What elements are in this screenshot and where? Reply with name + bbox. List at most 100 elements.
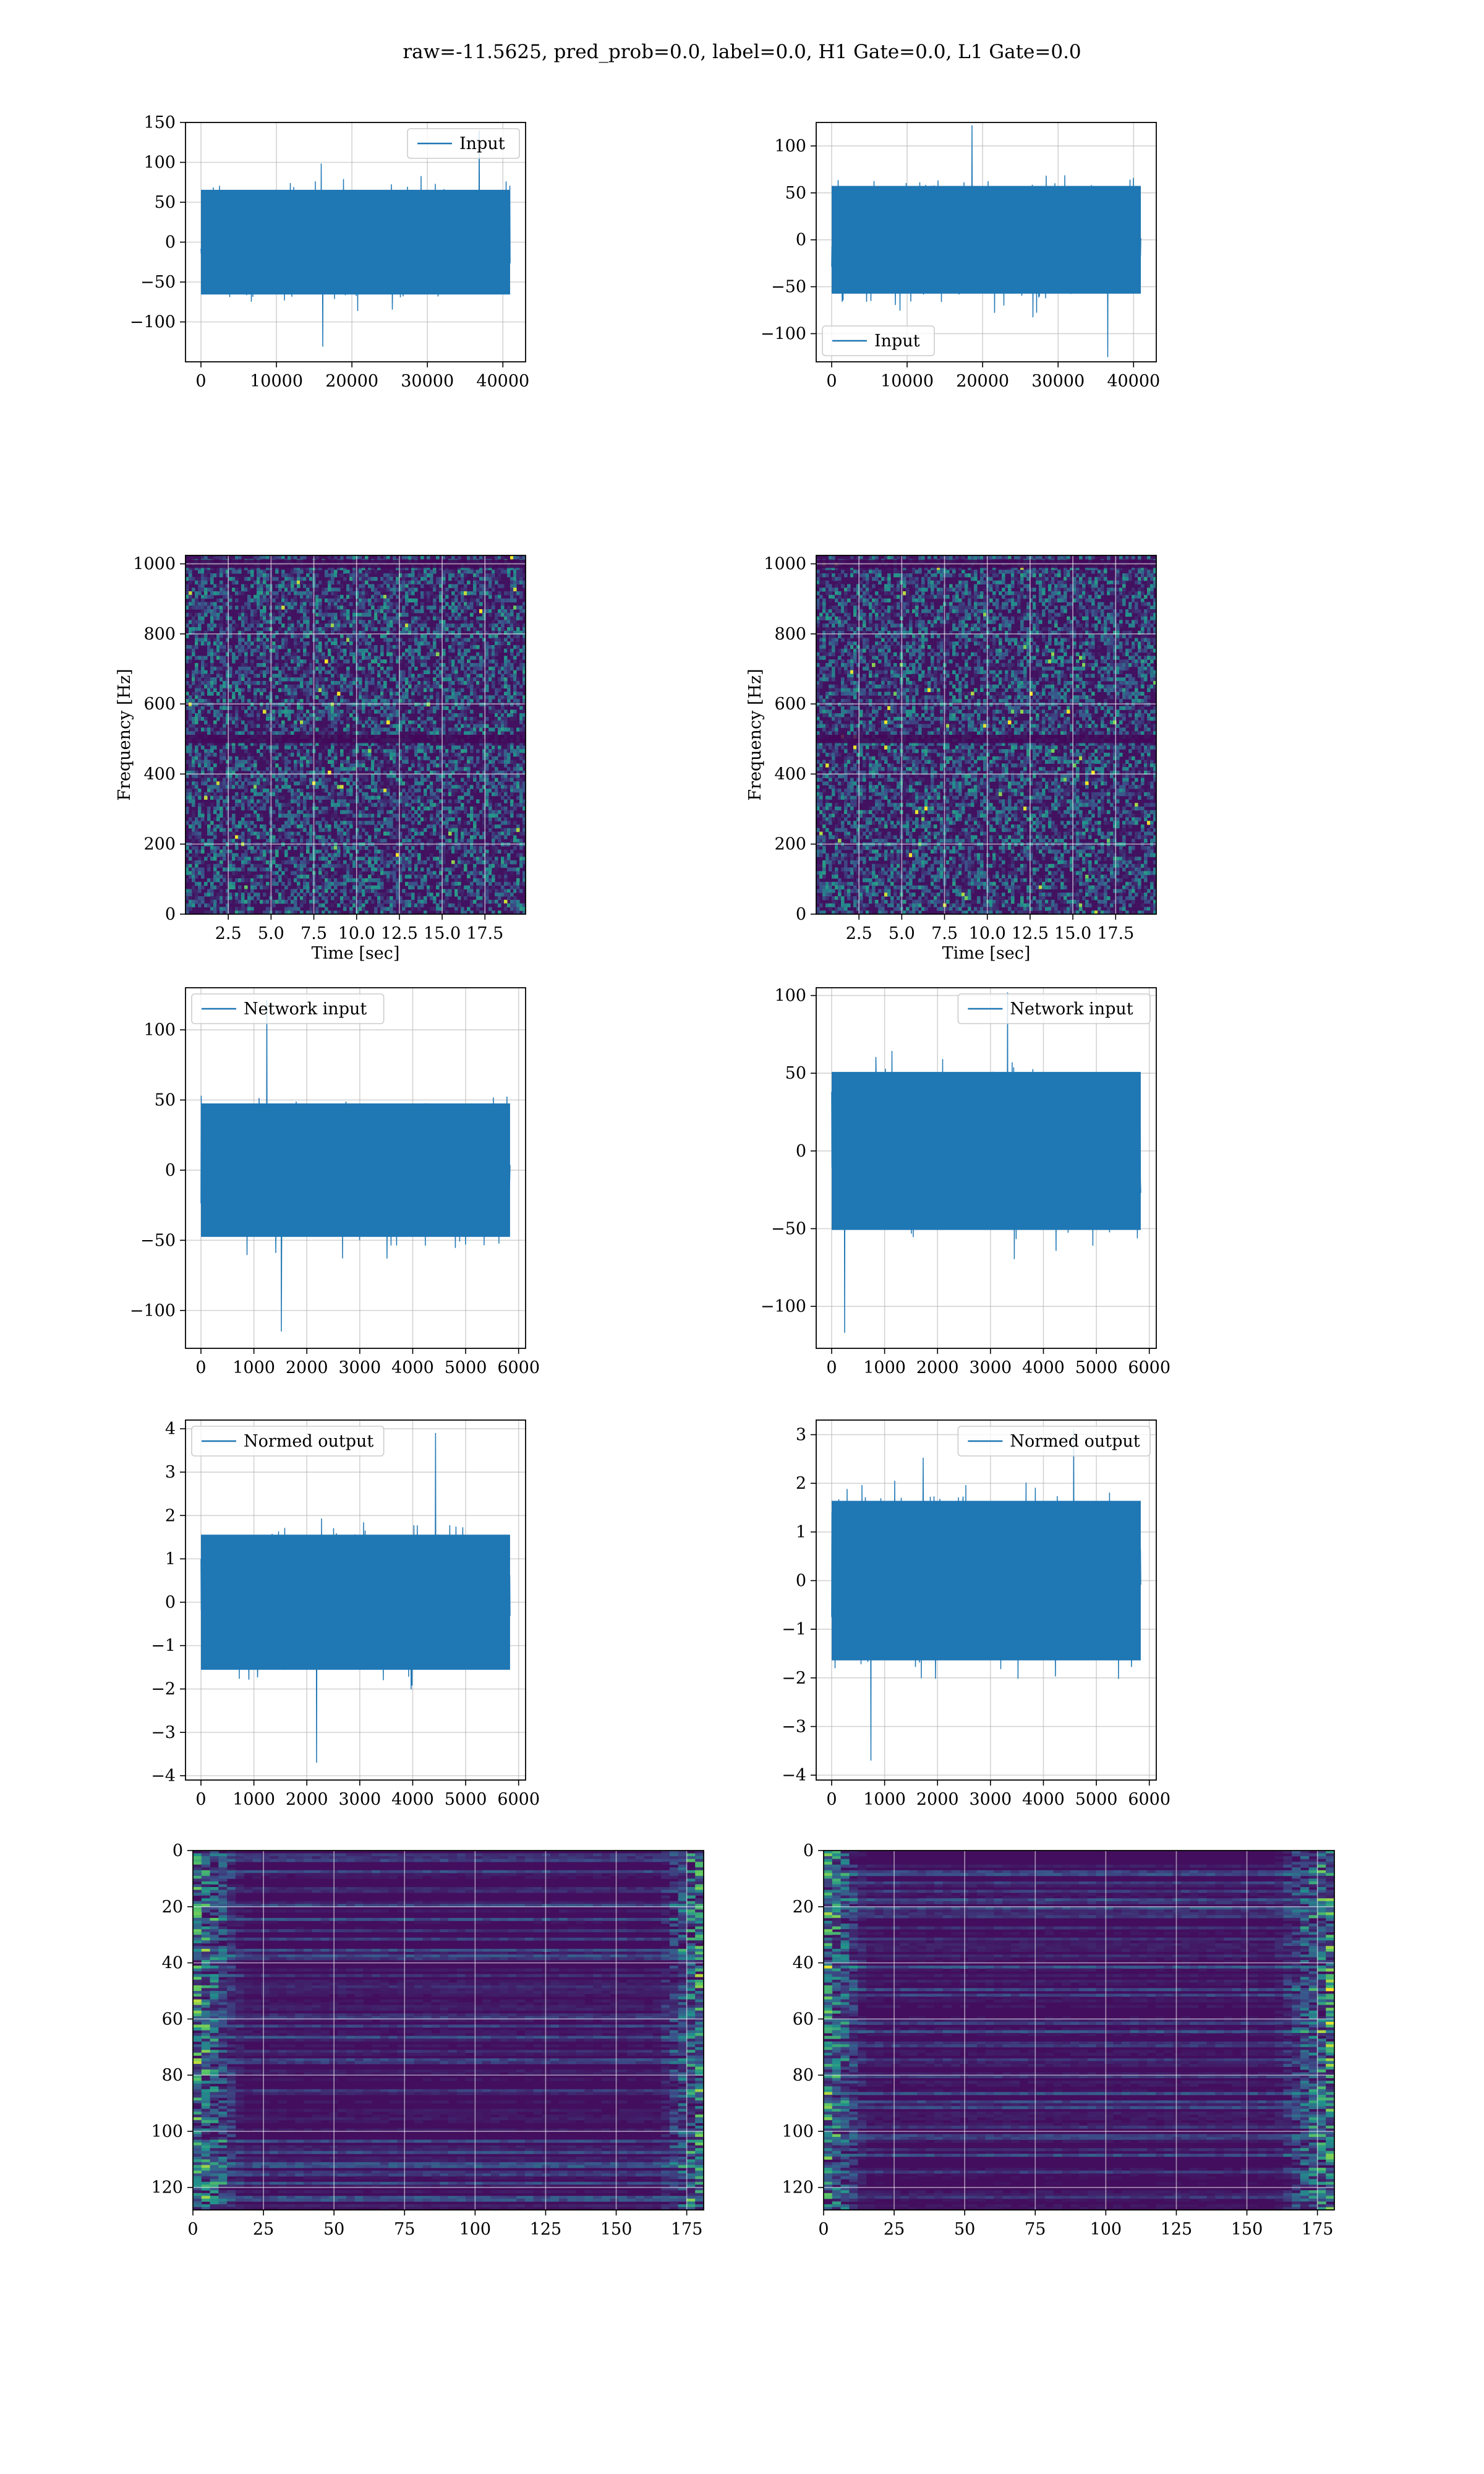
heatmap-cell (297, 882, 301, 886)
heatmap-cell (362, 613, 365, 617)
heatmap-cell (306, 653, 310, 656)
heatmap-cell (411, 699, 415, 703)
heatmap-cell (297, 799, 301, 803)
heatmap-cell (235, 796, 239, 800)
heatmap-cell (349, 753, 353, 756)
heatmap-cell (349, 681, 353, 685)
heatmap-cell (309, 709, 313, 713)
heatmap-cell (306, 868, 310, 871)
heatmap-cell (309, 896, 313, 900)
heatmap-cell (244, 886, 248, 889)
heatmap-cell (229, 774, 232, 778)
heatmap-cell (272, 824, 276, 828)
heatmap-cell (396, 706, 399, 710)
x-tick-label: 20000 (956, 372, 1009, 391)
heatmap-cell (386, 774, 390, 778)
heatmap-cell (250, 709, 254, 713)
heatmap-cell (346, 760, 350, 764)
heatmap-cell (300, 617, 304, 620)
heatmap-cell (223, 656, 226, 659)
heatmap-cell (424, 721, 427, 724)
heatmap-cell (402, 613, 406, 617)
heatmap-cell (232, 796, 236, 800)
heatmap-cell (417, 627, 421, 631)
heatmap-cell (334, 824, 338, 828)
heatmap-cell (318, 821, 322, 824)
heatmap-cell (238, 896, 242, 900)
heatmap-cell (192, 796, 195, 800)
heatmap-cell (300, 727, 304, 731)
heatmap-cell (374, 685, 378, 688)
heatmap-cell (192, 602, 195, 606)
heatmap-cell (430, 875, 433, 878)
heatmap-cell (220, 659, 223, 663)
heatmap-cell (393, 709, 396, 713)
heatmap-cell (257, 756, 260, 760)
heatmap-cell (223, 828, 226, 832)
heatmap-cell (396, 799, 399, 803)
heatmap-cell (349, 555, 353, 559)
heatmap-cell (210, 653, 214, 656)
heatmap-cell (288, 832, 291, 836)
heatmap-cell (334, 882, 338, 886)
heatmap-cell (420, 609, 424, 613)
heatmap-cell (420, 663, 424, 667)
heatmap-cell (322, 857, 325, 860)
heatmap-cell (362, 709, 365, 713)
heatmap-cell (417, 749, 421, 753)
heatmap-cell (238, 731, 242, 735)
heatmap-cell (356, 663, 359, 667)
heatmap-cell (408, 659, 412, 663)
heatmap-cell (365, 627, 369, 631)
heatmap-cell (300, 810, 304, 814)
heatmap-cell (275, 721, 279, 724)
heatmap-cell (213, 602, 217, 606)
heatmap-cell (328, 606, 331, 609)
heatmap-cell (241, 591, 245, 595)
heatmap-cell (213, 667, 217, 670)
heatmap-cell (417, 796, 421, 800)
heatmap-cell (365, 860, 369, 864)
heatmap-cell (241, 792, 245, 796)
heatmap-cell (411, 789, 415, 792)
heatmap-cell (235, 713, 239, 717)
heatmap-cell (250, 756, 254, 760)
heatmap-cell (204, 796, 208, 800)
heatmap-cell (192, 860, 195, 864)
heatmap-cell (300, 638, 304, 641)
heatmap-cell (346, 810, 350, 814)
heatmap-cell (371, 602, 375, 606)
heatmap-cell (352, 781, 356, 785)
heatmap-cell (210, 892, 214, 896)
heatmap-cell (414, 774, 418, 778)
heatmap-cell (356, 645, 359, 649)
heatmap-cell (284, 627, 288, 631)
heatmap-cell (303, 659, 307, 663)
heatmap-cell (420, 796, 424, 800)
heatmap-cell (210, 703, 214, 706)
heatmap-cell (213, 653, 217, 656)
heatmap-cell (420, 832, 424, 836)
heatmap-cell (414, 878, 418, 882)
heatmap-cell (334, 749, 338, 753)
heatmap-cell (309, 756, 313, 760)
heatmap-cell (405, 681, 409, 685)
heatmap-cell (207, 789, 211, 792)
heatmap-cell (260, 886, 263, 889)
heatmap-cell (272, 900, 276, 904)
heatmap-cell (189, 570, 192, 573)
heatmap-cell (306, 699, 310, 703)
heatmap-cell (297, 792, 301, 796)
heatmap-cell (359, 599, 362, 602)
heatmap-cell (393, 713, 396, 717)
heatmap-cell (272, 860, 276, 864)
heatmap-cell (254, 875, 257, 878)
heatmap-cell (411, 892, 415, 896)
heatmap-cell (241, 623, 245, 627)
heatmap-cell (368, 767, 372, 771)
heatmap-cell (427, 599, 430, 602)
heatmap-cell (288, 685, 291, 688)
heatmap-cell (362, 573, 365, 577)
heatmap-cell (433, 713, 437, 717)
heatmap-cell (247, 570, 251, 573)
